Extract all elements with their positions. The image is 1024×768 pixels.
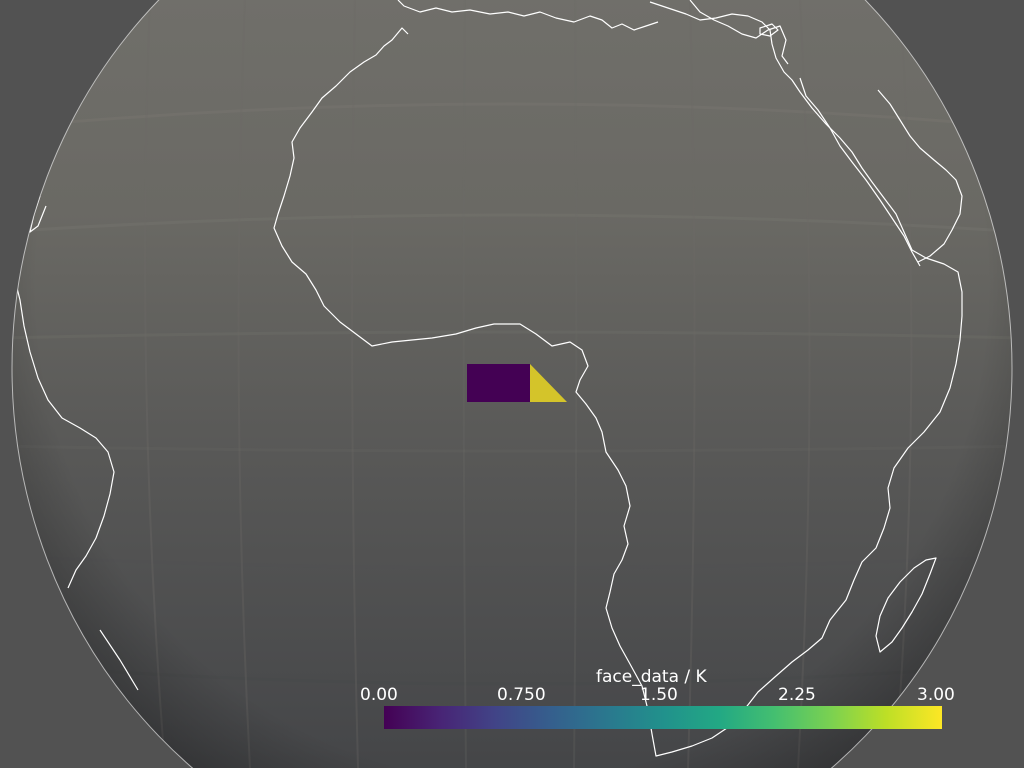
coastline-sardinia: [759, 23, 779, 37]
colorbar-tick-label: 2.25: [778, 685, 816, 705]
globe-outline: [11, 0, 1013, 768]
coastline-italy: [689, 0, 789, 65]
colorbar-gradient: [384, 706, 942, 729]
colorbar-tick-label: 3.00: [917, 685, 955, 705]
colorbar-tick-label: 0.00: [360, 685, 398, 705]
coastline-south-africa-west: [99, 629, 139, 691]
face-cell-high[interactable]: [530, 364, 567, 402]
coastline-arabia: [877, 89, 963, 263]
coastline-south-america: [13, 275, 115, 589]
colorbar-tick-label: 1.50: [640, 685, 678, 705]
coastline-madagascar: [875, 557, 937, 653]
coastline-europe: [397, 0, 659, 31]
colorbar-tick-label: 0.750: [497, 685, 546, 705]
face-cell-low[interactable]: [467, 364, 530, 402]
colorbar-title: face_data / K: [596, 667, 707, 687]
coastline-red-sea: [799, 77, 921, 267]
